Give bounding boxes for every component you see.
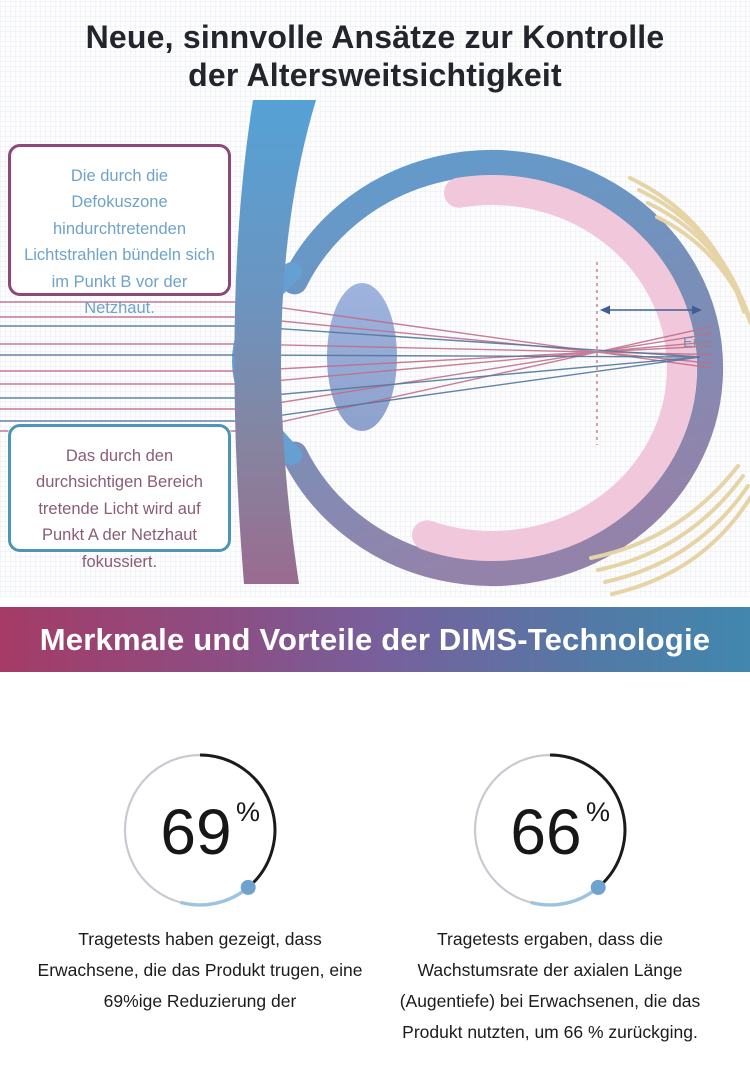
donut-accent-arc xyxy=(530,886,600,907)
donut-chart-69: 69 % xyxy=(123,753,277,907)
eye-diagram: Eins Die durch die Defokuszone hindurcht… xyxy=(0,100,750,597)
light-rays-focused xyxy=(239,325,701,422)
stat-value: 69 xyxy=(160,796,231,868)
stat-unit: % xyxy=(236,797,260,827)
light-rays-parallel xyxy=(0,301,240,432)
callout-defocus-box: Die durch die Defokuszone hindurchtreten… xyxy=(8,144,231,317)
stat-value: 66 xyxy=(510,796,581,868)
stat-card-axial-length: 66 % Tragetests ergaben, dass die Wachst… xyxy=(375,740,725,1080)
eye-choroid xyxy=(412,175,697,561)
donut-marker-dot xyxy=(240,879,256,895)
donut-progress-arc xyxy=(549,753,627,889)
spectacle-lens xyxy=(234,100,316,584)
callout-clear-box: Das durch den durchsichtigen Bereich tre… xyxy=(8,424,231,571)
donut-marker-dot xyxy=(590,879,606,895)
stat-card-reduction: 69 % Tragetests haben gezeigt, dass Erwa… xyxy=(25,740,375,1080)
distance-label: Eins xyxy=(683,334,712,351)
donut-accent-arc xyxy=(180,886,250,907)
donut-chart-66: 66 % xyxy=(473,753,627,907)
page-title: Neue, sinnvolle Ansätze zur Kontrolle de… xyxy=(0,0,750,94)
hero-section: Neue, sinnvolle Ansätze zur Kontrolle de… xyxy=(0,0,750,597)
stat-description: Tragetests haben gezeigt, dass Erwachsen… xyxy=(37,929,363,1012)
muscle-fibers-top-icon xyxy=(628,176,750,327)
stat-unit: % xyxy=(586,797,610,827)
page-title-line1: Neue, sinnvolle Ansätze zur Kontrolle xyxy=(85,19,665,55)
distance-arrow-icon xyxy=(600,305,702,315)
section-banner: Merkmale und Vorteile der DIMS-Technolog… xyxy=(0,607,750,672)
muscle-fibers-bottom-icon xyxy=(589,464,750,596)
stat-description: Tragetests ergaben, dass die Wachstumsra… xyxy=(399,929,701,1043)
crystalline-lens xyxy=(327,283,397,431)
stats-section: 69 % Tragetests haben gezeigt, dass Erwa… xyxy=(0,672,750,1080)
page-title-line2: der Altersweitsichtigkeit xyxy=(188,57,562,93)
donut-progress-arc xyxy=(199,753,277,889)
